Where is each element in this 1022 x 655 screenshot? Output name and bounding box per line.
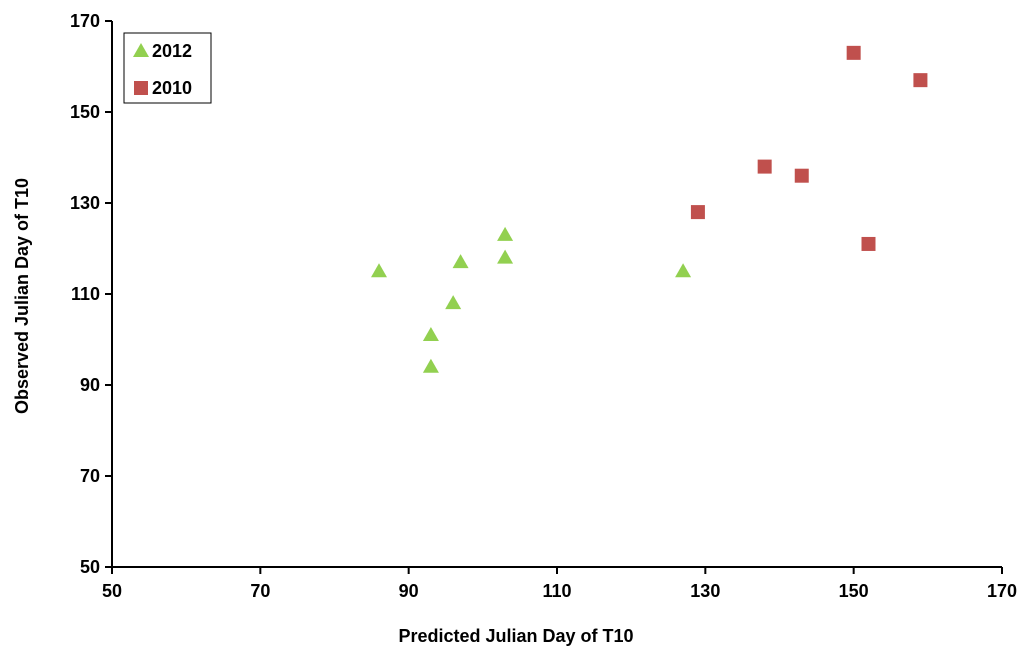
x-tick-label: 110 <box>542 581 571 601</box>
y-tick-label: 90 <box>80 375 100 395</box>
triangle-point <box>497 226 514 241</box>
x-tick-label: 90 <box>399 581 419 601</box>
y-tick-label: 70 <box>80 466 100 486</box>
triangle-point <box>675 263 692 278</box>
y-tick-label: 110 <box>71 284 100 304</box>
y-tick-label: 150 <box>70 102 100 122</box>
triangle-point <box>371 263 387 278</box>
square-point <box>846 45 861 60</box>
x-tick-label: 170 <box>987 581 1017 601</box>
y-tick-label: 50 <box>80 557 100 577</box>
triangle-point <box>497 249 514 264</box>
legend-triangle-icon <box>133 43 149 57</box>
square-point <box>757 159 772 174</box>
x-tick-label: 150 <box>839 581 869 601</box>
legend-square-icon <box>134 81 148 95</box>
x-tick-label: 70 <box>250 581 270 601</box>
triangle-point <box>452 254 469 269</box>
y-tick-label: 170 <box>70 11 100 31</box>
x-tick-label: 50 <box>102 581 122 601</box>
square-point <box>913 73 928 88</box>
legend: 2012 2010 <box>123 32 212 104</box>
y-axis-ticks: 50 70 90 110 130 150 170 <box>70 11 112 577</box>
legend-label: 2012 <box>152 41 192 61</box>
y-axis-label: Observed Julian Day of T10 <box>12 178 32 414</box>
data-points <box>371 45 928 373</box>
square-point <box>861 236 876 251</box>
x-axis-ticks: 50 70 90 110 130 150 170 <box>102 567 1017 601</box>
square-point <box>794 168 809 183</box>
square-point <box>690 205 705 220</box>
triangle-point <box>422 358 439 373</box>
x-axis-label: Predicted Julian Day of T10 <box>398 626 633 646</box>
triangle-point <box>422 326 439 341</box>
triangle-point <box>445 295 462 310</box>
x-tick-label: 130 <box>690 581 720 601</box>
y-tick-label: 130 <box>70 193 100 213</box>
legend-label: 2010 <box>152 78 192 98</box>
axes <box>111 21 1002 568</box>
